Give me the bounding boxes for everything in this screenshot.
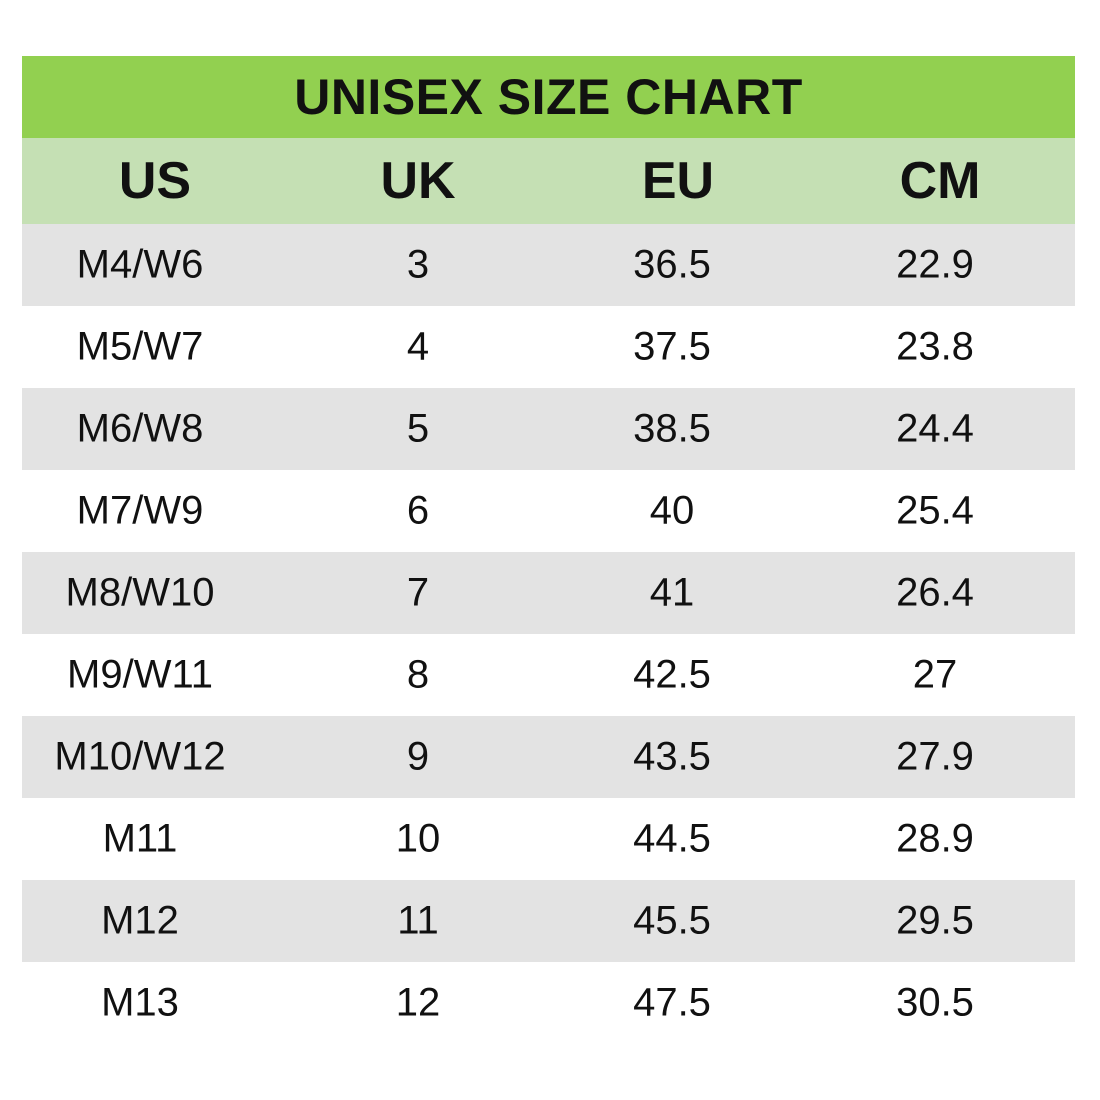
header-eu: EU [641, 152, 715, 210]
cell-us: M8/W10 [65, 570, 215, 615]
table-row: M11 10 44.5 28.9 [22, 798, 1075, 880]
chart-title: UNISEX SIZE CHART [22, 56, 1075, 138]
cell-us: M5/W7 [76, 324, 204, 369]
cell-us: M9/W11 [67, 652, 213, 697]
cell-eu: 47.5 [633, 980, 711, 1025]
header-row: US UK EU CM [22, 138, 1075, 224]
cell-uk: 7 [406, 570, 430, 615]
cell-eu: 37.5 [633, 324, 711, 369]
cell-us: M4/W6 [76, 242, 204, 287]
cell-cm: 30.5 [896, 980, 974, 1025]
table-row: M7/W9 6 40 25.4 [22, 470, 1075, 552]
cell-eu: 38.5 [633, 406, 711, 451]
cell-uk: 5 [406, 406, 430, 451]
cell-uk: 11 [397, 898, 439, 943]
cell-us: M13 [101, 980, 179, 1025]
cell-cm: 27 [912, 652, 958, 697]
table-row: M8/W10 7 41 26.4 [22, 552, 1075, 634]
table-row: M9/W11 8 42.5 27 [22, 634, 1075, 716]
cell-cm: 25.4 [896, 488, 974, 533]
cell-cm: 23.8 [896, 324, 974, 369]
cell-cm: 22.9 [896, 242, 974, 287]
cell-eu: 41 [649, 570, 695, 615]
cell-eu: 45.5 [633, 898, 711, 943]
cell-cm: 26.4 [896, 570, 974, 615]
cell-uk: 6 [406, 488, 430, 533]
table-row: M12 11 45.5 29.5 [22, 880, 1075, 962]
cell-uk: 9 [406, 734, 430, 779]
cell-uk: 12 [395, 980, 441, 1025]
cell-eu: 43.5 [633, 734, 711, 779]
cell-uk: 4 [406, 324, 430, 369]
cell-us: M10/W12 [54, 734, 226, 779]
cell-eu: 36.5 [633, 242, 711, 287]
cell-cm: 24.4 [896, 406, 974, 451]
cell-uk: 10 [395, 816, 441, 861]
cell-us: M12 [101, 898, 179, 943]
table-row: M4/W6 3 36.5 22.9 [22, 224, 1075, 306]
cell-eu: 44.5 [633, 816, 711, 861]
cell-cm: 28.9 [896, 816, 974, 861]
table-body: M4/W6 3 36.5 22.9 M5/W7 4 37.5 23.8 M6/W8 5 38.5 24… [22, 224, 1075, 1044]
cell-eu: 42.5 [633, 652, 711, 697]
table-row: M10/W12 9 43.5 27.9 [22, 716, 1075, 798]
cell-us: M7/W9 [76, 488, 204, 533]
cell-us: M6/W8 [76, 406, 204, 451]
table-row: M6/W8 5 38.5 24.4 [22, 388, 1075, 470]
header-cm: CM [899, 152, 981, 210]
header-us: US [118, 152, 192, 210]
cell-cm: 29.5 [896, 898, 974, 943]
cell-uk: 3 [406, 242, 430, 287]
cell-eu: 40 [649, 488, 695, 533]
header-uk: UK [380, 152, 456, 210]
cell-us: M11 [102, 816, 178, 861]
table-row: M13 12 47.5 30.5 [22, 962, 1075, 1044]
cell-uk: 8 [406, 652, 430, 697]
table-row: M5/W7 4 37.5 23.8 [22, 306, 1075, 388]
cell-cm: 27.9 [896, 734, 974, 779]
size-chart-table: UNISEX SIZE CHART US UK EU CM M4/W6 3 36.5… [22, 56, 1075, 1044]
